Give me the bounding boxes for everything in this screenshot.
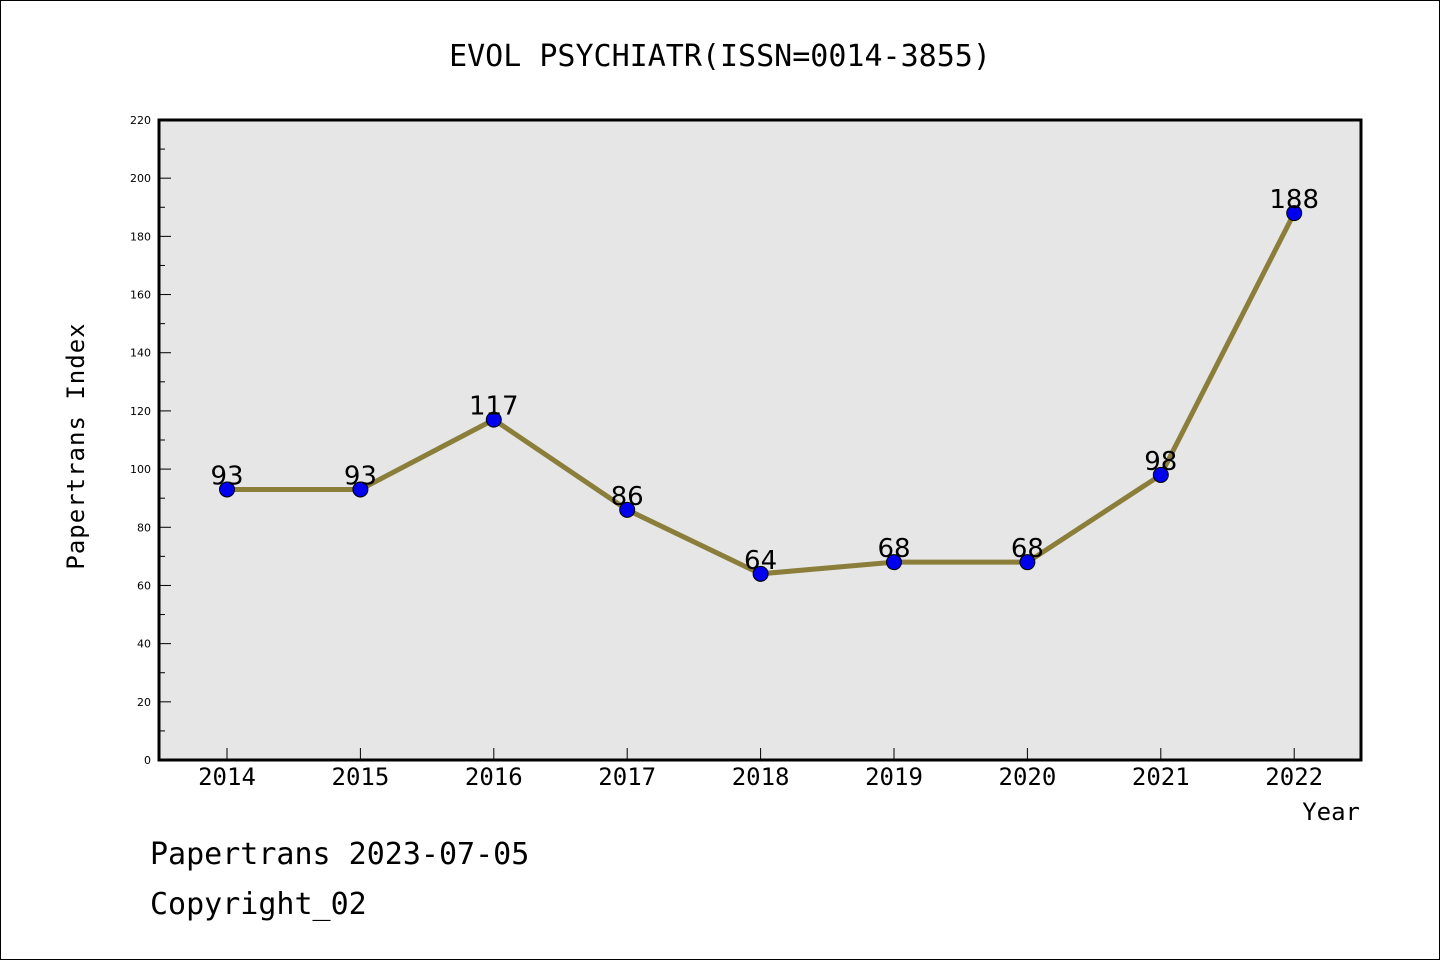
x-tick-label: 2020	[999, 763, 1057, 791]
x-tick-label: 2021	[1132, 763, 1190, 791]
markers-group	[219, 205, 1303, 582]
data-point	[219, 481, 235, 498]
data-point	[886, 554, 902, 571]
x-axis-label: Year	[1302, 798, 1360, 826]
y-tick-label: 160	[130, 289, 151, 302]
x-tick-label: 2015	[332, 763, 390, 791]
plot-area	[159, 120, 1361, 760]
y-tick-label: 60	[137, 579, 151, 592]
y-tick-label: 180	[130, 230, 151, 243]
y-tick-label: 120	[130, 405, 151, 418]
x-tick-label: 2019	[865, 763, 923, 791]
data-point	[1152, 466, 1169, 483]
data-point	[619, 501, 636, 518]
footer-date: Papertrans 2023-07-05	[150, 837, 529, 872]
y-tick-label: 220	[130, 114, 151, 127]
footer-copyright: Copyright_02	[150, 887, 367, 922]
data-label: 93	[210, 461, 243, 491]
x-tick-label: 2022	[1265, 763, 1323, 791]
y-tick-label: 140	[130, 347, 151, 360]
y-tick-label: 40	[137, 638, 151, 651]
data-label: 98	[1144, 447, 1177, 477]
y-tick-label: 20	[137, 696, 151, 709]
x-tick-label: 2016	[465, 763, 523, 791]
y-tick-label: 100	[130, 463, 151, 476]
data-point	[352, 481, 369, 498]
x-tick-label: 2018	[732, 763, 790, 791]
y-tick-label: 0	[144, 754, 151, 767]
data-point	[1286, 205, 1303, 222]
chart-title: EVOL PSYCHIATR(ISSN=0014-3855)	[449, 39, 991, 74]
y-axis-ticks: 0 20 40 60 80 100 120 140 160 180 200 220	[130, 114, 171, 767]
x-tick-label: 2014	[198, 763, 256, 791]
data-label: 117	[469, 392, 519, 422]
plot-border	[157, 118, 1363, 762]
data-point	[752, 565, 769, 582]
data-label: 68	[877, 534, 910, 564]
x-axis-ticks: 2014 2015 2016 2017 2018 2019 2020 2021 2022	[198, 748, 1323, 791]
data-point	[485, 411, 502, 428]
y-tick-label: 200	[130, 172, 151, 185]
data-point	[1019, 554, 1036, 571]
data-label: 68	[1011, 534, 1044, 564]
data-label: 188	[1269, 185, 1319, 215]
data-labels-group: 93 93 117 86 64 68 68 98 188	[210, 185, 1319, 576]
data-label: 64	[744, 546, 777, 576]
data-label: 93	[344, 461, 377, 491]
data-label: 86	[611, 482, 644, 512]
x-tick-label: 2017	[598, 763, 656, 791]
y-axis-label: Papertrans Index	[62, 322, 90, 569]
y-tick-label: 80	[137, 521, 151, 534]
